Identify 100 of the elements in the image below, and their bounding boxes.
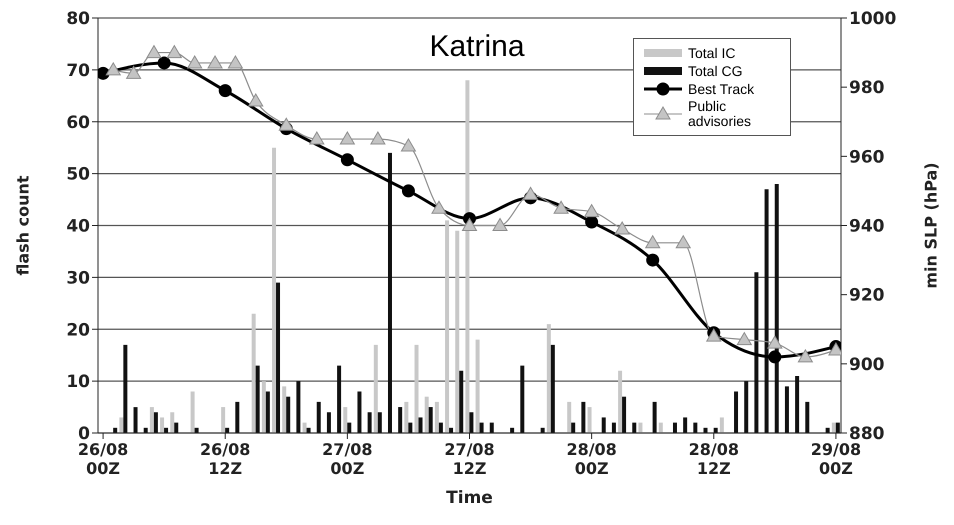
point [126, 66, 142, 79]
point [106, 62, 121, 76]
bar [414, 344, 419, 433]
y-tick-label: 50 [66, 164, 90, 185]
point [523, 186, 538, 200]
bar [672, 422, 677, 433]
y2-tick-label: 920 [849, 286, 885, 306]
bar [622, 396, 626, 433]
bar [795, 376, 800, 433]
bar [170, 412, 174, 433]
bar [368, 412, 372, 433]
y-tick-label: 80 [66, 9, 90, 30]
bar [326, 412, 331, 433]
bar [683, 417, 688, 433]
point [676, 235, 691, 248]
legend-label: Total IC [688, 44, 736, 60]
legend-label: Public advisories [688, 98, 752, 129]
point [402, 184, 415, 198]
y-tick-label: 40 [66, 216, 90, 237]
bar [480, 422, 484, 433]
bar [459, 370, 464, 433]
x-tick-label: 26/08 12Z [200, 440, 250, 478]
y-tick-label: 70 [66, 60, 90, 81]
x-tick-label: 27/08 12Z [444, 440, 495, 478]
bar [357, 392, 362, 433]
y-axis-title: flash count [14, 175, 33, 276]
bar [764, 189, 769, 433]
point [166, 45, 182, 58]
point [158, 56, 171, 70]
bar [378, 412, 382, 433]
point [340, 153, 354, 166]
bar [744, 381, 748, 433]
bar [784, 386, 789, 433]
point [798, 349, 813, 362]
bar [282, 386, 286, 433]
chart-title: Katrina [429, 30, 525, 63]
bar [438, 422, 443, 433]
bar [408, 422, 412, 433]
bar [174, 422, 178, 433]
point [146, 45, 162, 58]
legend-label: Best Track [688, 80, 756, 96]
bar [347, 422, 352, 433]
bar [571, 422, 576, 433]
point [228, 55, 243, 68]
bar [424, 396, 429, 433]
bar [455, 230, 460, 433]
bar [445, 220, 450, 433]
y-tick-label: 60 [66, 112, 90, 133]
x-tick-label: 28/08 00Z [566, 440, 617, 478]
bar [337, 366, 342, 433]
bar [235, 402, 240, 433]
point [767, 336, 782, 349]
point [584, 204, 600, 218]
point [768, 350, 782, 364]
bar [567, 402, 572, 433]
bar [581, 402, 586, 433]
bar [296, 381, 300, 433]
bar [658, 422, 663, 433]
bar [720, 417, 724, 433]
bar [546, 324, 551, 433]
point [218, 84, 232, 98]
bar [618, 370, 622, 433]
point [585, 216, 598, 229]
bar [836, 422, 840, 433]
bar [374, 344, 378, 433]
point [431, 200, 446, 214]
bar [588, 407, 592, 433]
y-tick-label: 10 [66, 372, 90, 392]
bar [123, 344, 128, 433]
point [340, 132, 355, 145]
bar [272, 148, 276, 433]
point [462, 218, 477, 231]
bar [693, 422, 698, 433]
point [98, 66, 110, 80]
bar [343, 407, 348, 433]
bar [490, 422, 494, 433]
bar [154, 412, 158, 433]
bar [316, 402, 321, 433]
bar [119, 417, 124, 433]
bar [221, 407, 226, 433]
point [645, 235, 660, 248]
bar [754, 272, 758, 433]
y-tick-label: 20 [66, 320, 90, 340]
bar [262, 381, 266, 433]
bar [398, 407, 402, 433]
point [492, 218, 508, 231]
point [736, 332, 752, 346]
point [248, 94, 264, 106]
y2-tick-label: 940 [849, 216, 885, 237]
bar [774, 184, 779, 433]
y-tick-label: 30 [66, 268, 90, 288]
point [614, 221, 630, 234]
bar [286, 396, 290, 433]
point [187, 55, 202, 68]
point [278, 118, 294, 131]
point [208, 55, 223, 68]
x-axis-title: Time [446, 488, 493, 508]
point [400, 138, 416, 152]
bar [256, 366, 260, 433]
bar [434, 402, 439, 433]
